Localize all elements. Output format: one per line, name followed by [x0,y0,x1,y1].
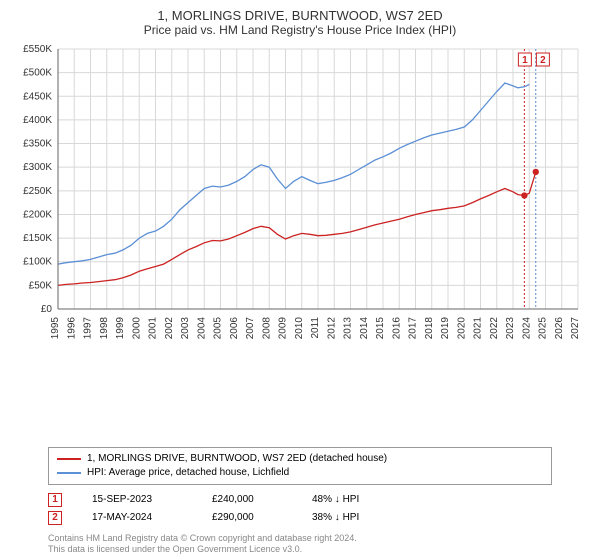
svg-text:2022: 2022 [489,317,500,340]
svg-text:2002: 2002 [164,317,175,340]
record-price: £240,000 [212,494,282,505]
svg-text:2007: 2007 [245,317,256,340]
svg-text:£50K: £50K [29,280,53,291]
svg-text:1995: 1995 [50,317,61,340]
svg-text:2019: 2019 [440,317,451,340]
svg-text:2001: 2001 [148,317,159,340]
data-table: 1 15-SEP-2023 £240,000 48% ↓ HPI 2 17-MAY-202… [48,491,552,527]
record-hpi-delta: 38% ↓ HPI [312,512,359,523]
svg-text:2: 2 [540,55,546,66]
svg-text:2011: 2011 [310,317,321,339]
svg-text:2006: 2006 [229,317,240,340]
svg-text:2021: 2021 [473,317,484,340]
svg-text:2009: 2009 [278,317,289,340]
record-date: 15-SEP-2023 [92,494,182,505]
svg-text:£500K: £500K [23,68,52,79]
svg-text:2013: 2013 [343,317,354,340]
chart-title: 1, MORLINGS DRIVE, BURNTWOOD, WS7 2ED [12,8,588,23]
svg-text:1: 1 [522,55,528,66]
svg-text:1998: 1998 [99,317,110,340]
svg-text:1999: 1999 [115,317,126,340]
legend-item: HPI: Average price, detached house, Lich… [57,466,543,480]
svg-text:£350K: £350K [23,139,52,150]
record-hpi-delta: 48% ↓ HPI [312,494,359,505]
chart-svg: £0 £50K £100K £150K £200K £250K £300K £350K £400… [12,43,588,353]
svg-text:2005: 2005 [213,317,224,340]
svg-text:2003: 2003 [180,317,191,340]
footer-line1: Contains HM Land Registry data © Crown c… [48,533,552,545]
svg-text:£250K: £250K [23,186,52,197]
chart-subtitle: Price paid vs. HM Land Registry's House … [12,23,588,37]
svg-text:2000: 2000 [131,317,142,340]
price-record-row: 2 17-MAY-2024 £290,000 38% ↓ HPI [48,509,552,527]
svg-text:2017: 2017 [408,317,419,340]
legend-label: 1, MORLINGS DRIVE, BURNTWOOD, WS7 2ED (d… [87,452,387,466]
svg-text:2023: 2023 [505,317,516,340]
price-record-row: 1 15-SEP-2023 £240,000 48% ↓ HPI [48,491,552,509]
svg-text:2018: 2018 [424,317,435,340]
svg-text:2012: 2012 [326,317,337,340]
svg-text:2010: 2010 [294,317,305,340]
svg-text:£150K: £150K [23,233,52,244]
svg-text:2025: 2025 [538,317,549,340]
svg-text:1996: 1996 [66,317,77,340]
footer-line2: This data is licensed under the Open Gov… [48,544,552,556]
svg-text:2027: 2027 [570,317,581,340]
svg-text:2015: 2015 [375,317,386,340]
legend-label: HPI: Average price, detached house, Lich… [87,466,289,480]
marker-badge: 1 [48,493,62,507]
legend-box: 1, MORLINGS DRIVE, BURNTWOOD, WS7 2ED (d… [48,447,552,485]
svg-text:£400K: £400K [23,115,52,126]
marker-badge: 2 [48,511,62,525]
svg-text:2014: 2014 [359,317,370,340]
svg-text:£100K: £100K [23,257,52,268]
svg-text:£550K: £550K [23,44,52,55]
footer-attribution: Contains HM Land Registry data © Crown c… [48,533,552,556]
record-date: 17-MAY-2024 [92,512,182,523]
svg-text:2020: 2020 [456,317,467,340]
svg-text:£300K: £300K [23,162,52,173]
record-price: £290,000 [212,512,282,523]
svg-text:2026: 2026 [554,317,565,340]
legend-item: 1, MORLINGS DRIVE, BURNTWOOD, WS7 2ED (d… [57,452,543,466]
svg-text:2016: 2016 [391,317,402,340]
legend-swatch [57,472,81,474]
chart-container: 1, MORLINGS DRIVE, BURNTWOOD, WS7 2ED Pr… [0,0,600,560]
svg-text:2004: 2004 [196,317,207,340]
svg-text:£450K: £450K [23,91,52,102]
chart-plot-area: £0 £50K £100K £150K £200K £250K £300K £350K £400… [12,43,588,443]
svg-text:2024: 2024 [521,317,532,340]
svg-text:1997: 1997 [83,317,94,340]
legend-swatch [57,458,81,460]
svg-text:£0: £0 [41,304,53,315]
svg-text:£200K: £200K [23,209,52,220]
svg-text:2008: 2008 [261,317,272,340]
